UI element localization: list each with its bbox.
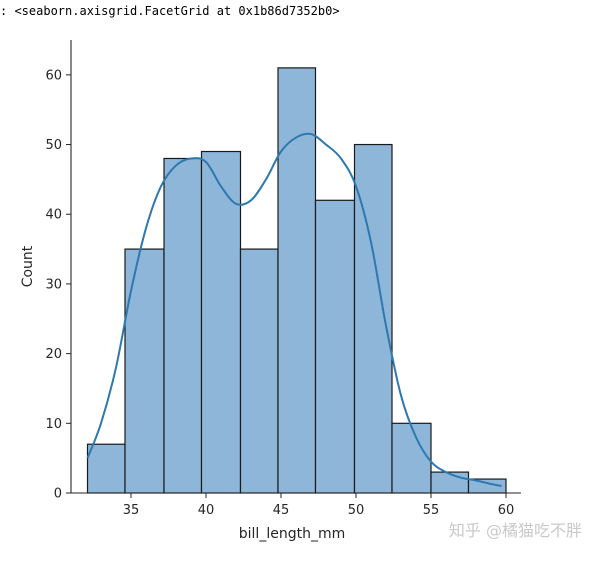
histogram-bar-6 (277, 67, 317, 494)
histogram-bar-5 (239, 248, 279, 494)
histogram-bar-7 (314, 199, 356, 494)
x-tick-label: 60 (498, 503, 515, 518)
histogram-bar-9 (391, 422, 432, 494)
y-tick-label: 30 (45, 277, 62, 292)
x-ticks-group: 35 40 45 50 55 60 (123, 493, 515, 518)
y-tick-label: 20 (45, 347, 62, 362)
y-tick-label: 50 (45, 138, 62, 153)
y-tick-label: 40 (45, 208, 62, 223)
y-tick-label: 10 (45, 417, 62, 432)
x-tick-label: 50 (348, 503, 365, 518)
x-tick-label: 40 (198, 503, 215, 518)
histogram-bar-4 (200, 150, 242, 494)
histogram-bar-2 (124, 248, 165, 494)
x-tick-label: 45 (273, 503, 290, 518)
x-tick-label: 55 (423, 503, 440, 518)
histogram-bar-3 (163, 157, 203, 494)
kde-line (86, 132, 502, 488)
histogram-bar-10 (430, 471, 470, 494)
x-tick-label: 35 (123, 503, 140, 518)
watermark: 知乎 @橘猫吃不胖 (448, 521, 582, 540)
y-axis-label: Count (20, 245, 36, 287)
x-axis-label: bill_length_mm (239, 526, 345, 542)
y-tick-label: 60 (45, 68, 62, 83)
y-ticks-group: 0 10 20 30 40 50 60 (45, 68, 71, 502)
cell-output-repr: : <seaborn.axisgrid.FacetGrid at 0x1b86d… (0, 4, 340, 18)
bars-group (86, 67, 507, 494)
histogram-bar-1 (86, 443, 126, 494)
y-tick-label: 0 (54, 487, 62, 502)
